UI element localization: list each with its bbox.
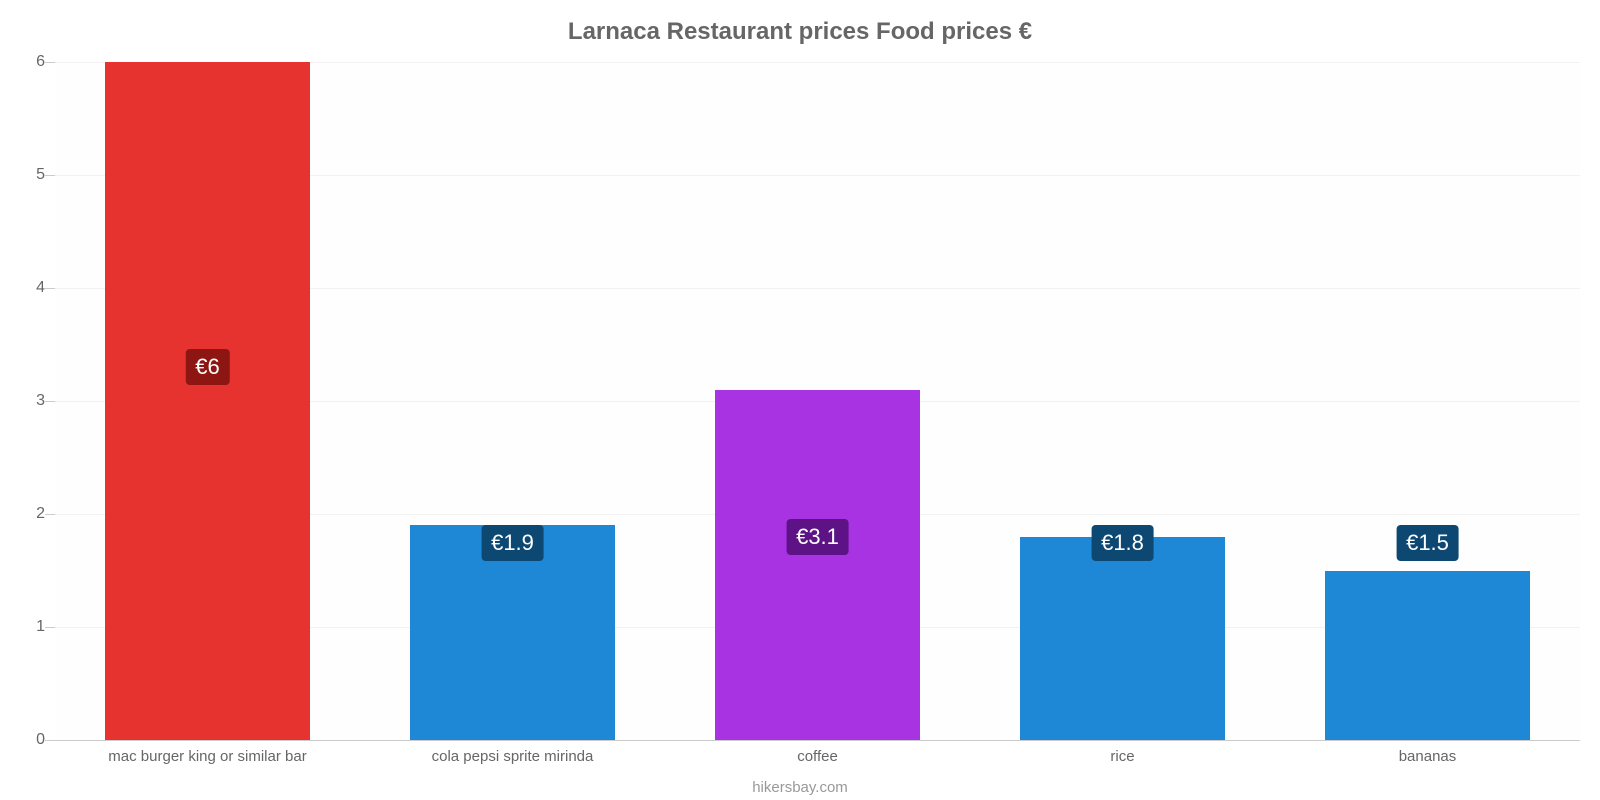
bar [715,390,921,740]
bar [105,62,311,740]
bar-value-label: €3.1 [786,519,849,555]
x-tick-label: cola pepsi sprite mirinda [345,748,681,765]
x-tick-label: bananas [1260,748,1596,765]
bars-group: €6 €1.9 €3.1 €1.8 €1.5 [55,62,1580,740]
x-tick-label: mac burger king or similar bar [40,748,376,765]
x-tick-label: coffee [650,748,986,765]
y-tick-label: 6 [10,53,45,71]
credit-text: hikersbay.com [0,779,1600,796]
y-tick-label: 1 [10,618,45,636]
y-tick-label: 0 [10,731,45,749]
y-tick-label: 2 [10,505,45,523]
bar-value-label: €6 [185,349,229,385]
bar [1020,537,1226,740]
bar [1325,571,1531,741]
y-tick-label: 4 [10,279,45,297]
bar-value-label: €1.5 [1396,525,1459,561]
chart-title: Larnaca Restaurant prices Food prices € [0,0,1600,46]
plot-area: 0123456 €6€1.9€3.1€1.8€1.5 [55,62,1580,740]
price-chart: Larnaca Restaurant prices Food prices € … [0,0,1600,800]
y-tick-label: 3 [10,392,45,410]
bar-value-label: €1.9 [481,525,544,561]
bar-value-label: €1.8 [1091,525,1154,561]
y-tick-label: 5 [10,166,45,184]
x-tick-label: rice [955,748,1291,765]
